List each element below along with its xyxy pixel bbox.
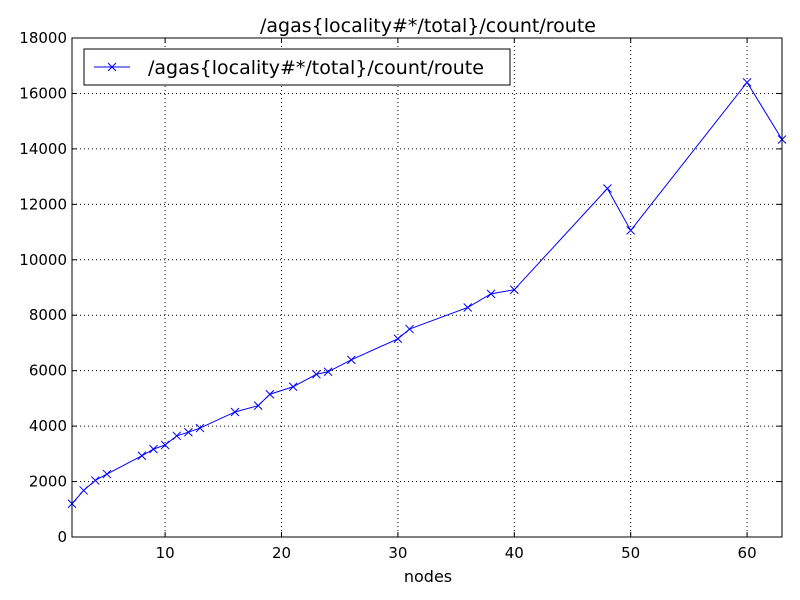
y-tick-label: 4000 [29, 417, 67, 435]
data-point-marker [393, 334, 403, 344]
data-point-marker [184, 427, 193, 437]
x-tick-label: 40 [505, 544, 524, 562]
x-tick-label: 10 [156, 544, 175, 562]
y-tick-label: 8000 [29, 306, 67, 324]
data-point-marker [486, 289, 496, 299]
y-tick-label: 12000 [19, 195, 67, 213]
legend-x-marker [107, 62, 117, 72]
data-point-marker [172, 431, 182, 441]
y-tick-label: 14000 [19, 140, 67, 158]
series-line [71, 81, 783, 505]
data-point-marker [742, 78, 752, 87]
data-point-marker [137, 451, 147, 461]
data-point-marker [195, 423, 205, 433]
data-point-marker [346, 355, 356, 365]
x-axis-label: nodes [404, 567, 452, 586]
x-tick-label: 50 [621, 544, 640, 562]
y-tick-label: 0 [57, 528, 67, 546]
data-point-marker [230, 407, 240, 417]
legend-marker-icon [107, 62, 117, 72]
x-tick-label: 20 [272, 544, 291, 562]
data-point-marker [603, 184, 612, 193]
data-point-marker [626, 226, 636, 235]
y-tick-label: 10000 [19, 251, 67, 269]
data-point-marker [463, 303, 473, 312]
y-tick-label: 2000 [29, 473, 67, 491]
legend-box [83, 48, 511, 86]
series-layer [67, 78, 787, 509]
data-point-marker [288, 382, 298, 392]
y-tick-label: 18000 [19, 29, 67, 47]
data-point-marker [160, 440, 170, 450]
data-point-marker [265, 389, 275, 399]
data-point-marker [79, 486, 88, 495]
legend: /agas{locality#*/total}/count/route [83, 48, 511, 86]
data-point-marker [90, 476, 100, 485]
axis-ticks: 10 20 30 40 50 60 0 2000 4000 6000 8000 10000 12000 1… [19, 29, 782, 562]
data-point-marker [149, 444, 158, 454]
y-tick-label: 16000 [19, 84, 67, 102]
x-tick-label: 60 [738, 544, 757, 562]
data-point-marker [405, 324, 414, 334]
y-tick-label: 6000 [29, 362, 67, 380]
gridlines [72, 38, 782, 537]
data-point-marker [102, 469, 112, 479]
plot-area-frame [71, 37, 783, 538]
data-point-marker [509, 285, 519, 295]
data-point-marker [312, 369, 321, 379]
legend-label: /agas{locality#*/total}/count/route [148, 57, 484, 79]
data-point-marker [253, 401, 263, 410]
data-point-marker [323, 367, 333, 377]
chart-title: /agas{locality#*/total}/count/route [260, 15, 596, 37]
x-tick-label: 30 [388, 544, 407, 562]
